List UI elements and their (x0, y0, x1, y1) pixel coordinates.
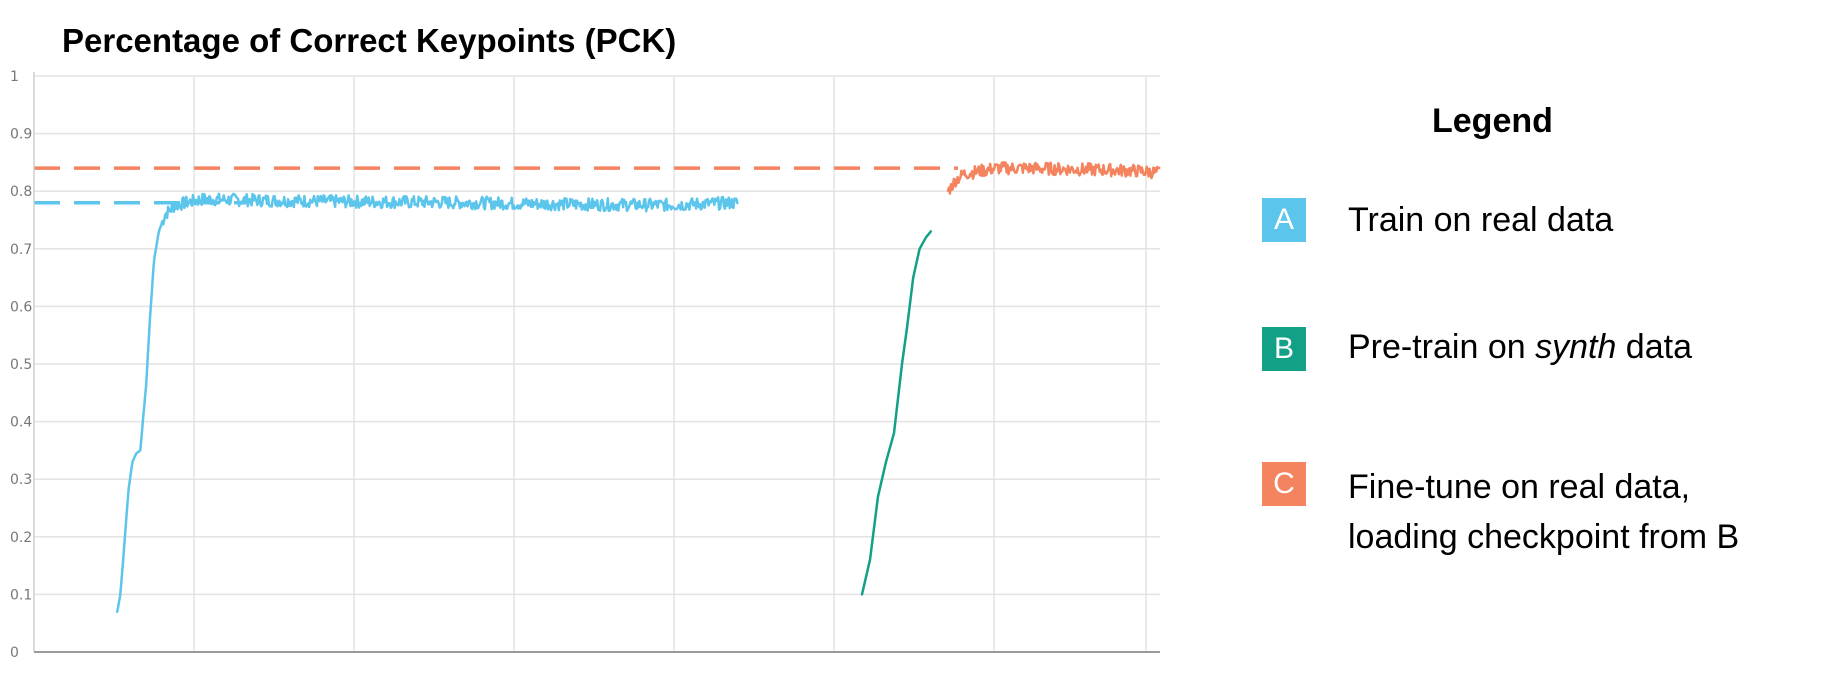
y-tick-label: 0.2 (10, 530, 32, 546)
y-tick-label: 0.1 (10, 587, 32, 603)
legend-label-b-after: data (1616, 328, 1692, 366)
y-tick-label: 0.9 (10, 127, 32, 143)
y-tick-label: 0.7 (10, 242, 32, 258)
chart-plot: 0 0.1 0.2 0.3 0.4 0.5 0.6 0.7 0.8 0.9 1 (10, 69, 1161, 661)
y-tick-label: 0.5 (10, 357, 32, 373)
legend-swatch-b: B (1262, 327, 1306, 371)
legend-swatch-c: C (1262, 462, 1306, 506)
series-line-c (946, 160, 1161, 195)
legend-label-a: Train on real data (1348, 201, 1614, 239)
series-lines (115, 160, 1161, 613)
y-tick-label: 0.8 (10, 184, 32, 200)
series-line-b (860, 230, 933, 596)
legend-label-c: Fine-tune on real data, loading checkpoi… (1348, 462, 1739, 562)
reference-lines (34, 166, 958, 205)
y-tick-label: 0 (10, 645, 19, 661)
legend-label-c-line1: Fine-tune on real data, (1348, 468, 1691, 506)
legend-label-c-line2: loading checkpoint from B (1348, 518, 1740, 556)
legend-label-b: Pre-train on synth data (1348, 322, 1692, 372)
y-tick-label: 0.6 (10, 299, 32, 315)
legend-swatch-a: A (1262, 198, 1306, 242)
grid-lines (34, 75, 1160, 653)
series-line-a (115, 192, 739, 613)
axes: 0 0.1 0.2 0.3 0.4 0.5 0.6 0.7 0.8 0.9 1 (10, 69, 1160, 661)
chart-title: Percentage of Correct Keypoints (PCK) (62, 22, 677, 59)
y-tick-label: 1 (10, 69, 19, 85)
y-tick-label: 0.4 (10, 415, 32, 431)
legend-label-b-italic: synth (1535, 328, 1617, 366)
y-tick-label: 0.3 (10, 472, 32, 488)
legend-title: Legend (1432, 102, 1553, 140)
legend-label-b-before: Pre-train on (1348, 328, 1536, 366)
